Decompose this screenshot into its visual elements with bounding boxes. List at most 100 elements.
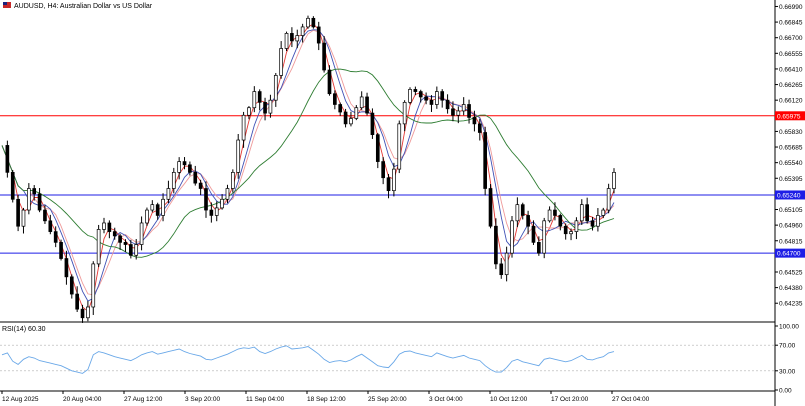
rsi-tick-label: 30.00 [779, 368, 796, 375]
price-axis[interactable]: 0.66990 0.66845 0.66700 0.66555 0.66410 0.662… [775, 4, 803, 308]
candle-body [306, 17, 310, 28]
candle-body [408, 89, 412, 103]
candle-body [515, 204, 520, 222]
candle-body [59, 242, 63, 259]
price-tick-label: 0.66845 [779, 20, 803, 27]
price-tick-label: 0.66700 [779, 35, 803, 42]
candle-body [214, 207, 219, 216]
candle-body [456, 110, 461, 116]
candle-body [397, 123, 402, 170]
candle-body [381, 161, 385, 179]
candle-body [177, 161, 181, 173]
time-tick-label: 18 Sep 12:00 [307, 396, 346, 403]
candle-body [155, 204, 160, 216]
candle-body [134, 244, 139, 256]
candle-body [43, 209, 47, 222]
candle-body [354, 107, 359, 119]
time-tick-label: 27 Aug 12:00 [124, 396, 163, 403]
time-tick-label: 10 Oct 12:00 [490, 396, 528, 403]
candle-body [150, 204, 155, 211]
flag-canton [3, 2, 7, 5]
symbol-label: AUDUSD, H4: Australian Dollar vs US Doll… [14, 3, 153, 10]
candle-body [316, 26, 321, 44]
candle-body [279, 48, 283, 76]
candle-body [531, 225, 536, 243]
rsi-label: RSI(14) 60.30 [2, 326, 46, 333]
candle-body [494, 225, 498, 265]
time-tick-label: 27 Oct 04:00 [612, 396, 650, 403]
candle-body [440, 91, 445, 101]
candle-body [553, 209, 557, 216]
candle-body [596, 215, 600, 227]
candle-body [424, 96, 428, 101]
candle-body [112, 231, 117, 237]
time-axis[interactable]: 12 Aug 2025 20 Aug 04:00 27 Aug 12:00 3 Sep… [1, 391, 650, 403]
rsi-tick-label: 100.00 [779, 324, 799, 331]
candle-body [477, 123, 482, 133]
candle-body [311, 17, 316, 28]
price-tick-label: 0.64960 [779, 223, 803, 230]
candle-body [526, 215, 530, 227]
rsi-tick-label: 0.00 [779, 388, 792, 395]
candle-body [537, 242, 541, 254]
candle-body [435, 91, 439, 105]
candle-body [193, 171, 198, 184]
candle-body [69, 276, 74, 295]
price-tick-label: 0.64525 [779, 269, 803, 276]
candle-body [451, 108, 455, 116]
candle-body [472, 117, 477, 125]
symbol-header: AUDUSD, H4: Australian Dollar vs US Doll… [3, 2, 153, 10]
level-tag [775, 248, 805, 258]
candle-body [145, 209, 149, 224]
candle-body [204, 188, 208, 211]
candle-body [574, 220, 579, 232]
candle-body [569, 231, 573, 235]
level-tag [775, 111, 805, 121]
candle-body [53, 231, 58, 243]
price-tick-label: 0.65830 [779, 129, 803, 136]
time-tick-label: 25 Sep 20:00 [368, 396, 407, 403]
level-tag-label: 0.65240 [777, 192, 801, 199]
candle-body [392, 168, 396, 192]
candle-body [86, 306, 90, 319]
candle-body [488, 188, 493, 227]
ma-green-line [1, 68, 615, 258]
candle-body [333, 93, 337, 105]
candle-body [295, 35, 300, 42]
candle-body [563, 225, 568, 235]
candle-body [499, 263, 504, 276]
level-tag-label: 0.65975 [777, 113, 801, 120]
rsi-line [1, 345, 615, 374]
candle-body [182, 161, 187, 166]
candle-body [209, 209, 214, 216]
candle-body [402, 101, 407, 125]
candle-body [547, 209, 552, 222]
candle-body [32, 188, 37, 195]
candle-body [225, 188, 230, 200]
candle-body [483, 132, 487, 189]
candle-body [375, 134, 380, 162]
candle-body [467, 104, 471, 118]
candle-body [504, 252, 509, 276]
time-tick-label: 20 Aug 04:00 [63, 396, 102, 403]
candle-body [370, 112, 375, 135]
candle-body [429, 99, 434, 105]
candle-body [520, 204, 525, 216]
time-tick-label: 12 Aug 2025 [2, 396, 39, 403]
candle-body [10, 171, 15, 200]
candle-body [542, 220, 547, 254]
candle-body [16, 198, 20, 227]
candle-body [510, 220, 514, 254]
candle-body [590, 220, 595, 227]
candle-body [290, 33, 294, 42]
time-tick-label: 3 Sep 20:00 [185, 396, 220, 403]
price-tick-label: 0.64380 [779, 285, 803, 292]
level-tag [775, 190, 805, 200]
price-tick-label: 0.66410 [779, 66, 803, 73]
candle-body [236, 139, 241, 173]
candle-body [247, 107, 251, 116]
candle-body [231, 171, 235, 189]
